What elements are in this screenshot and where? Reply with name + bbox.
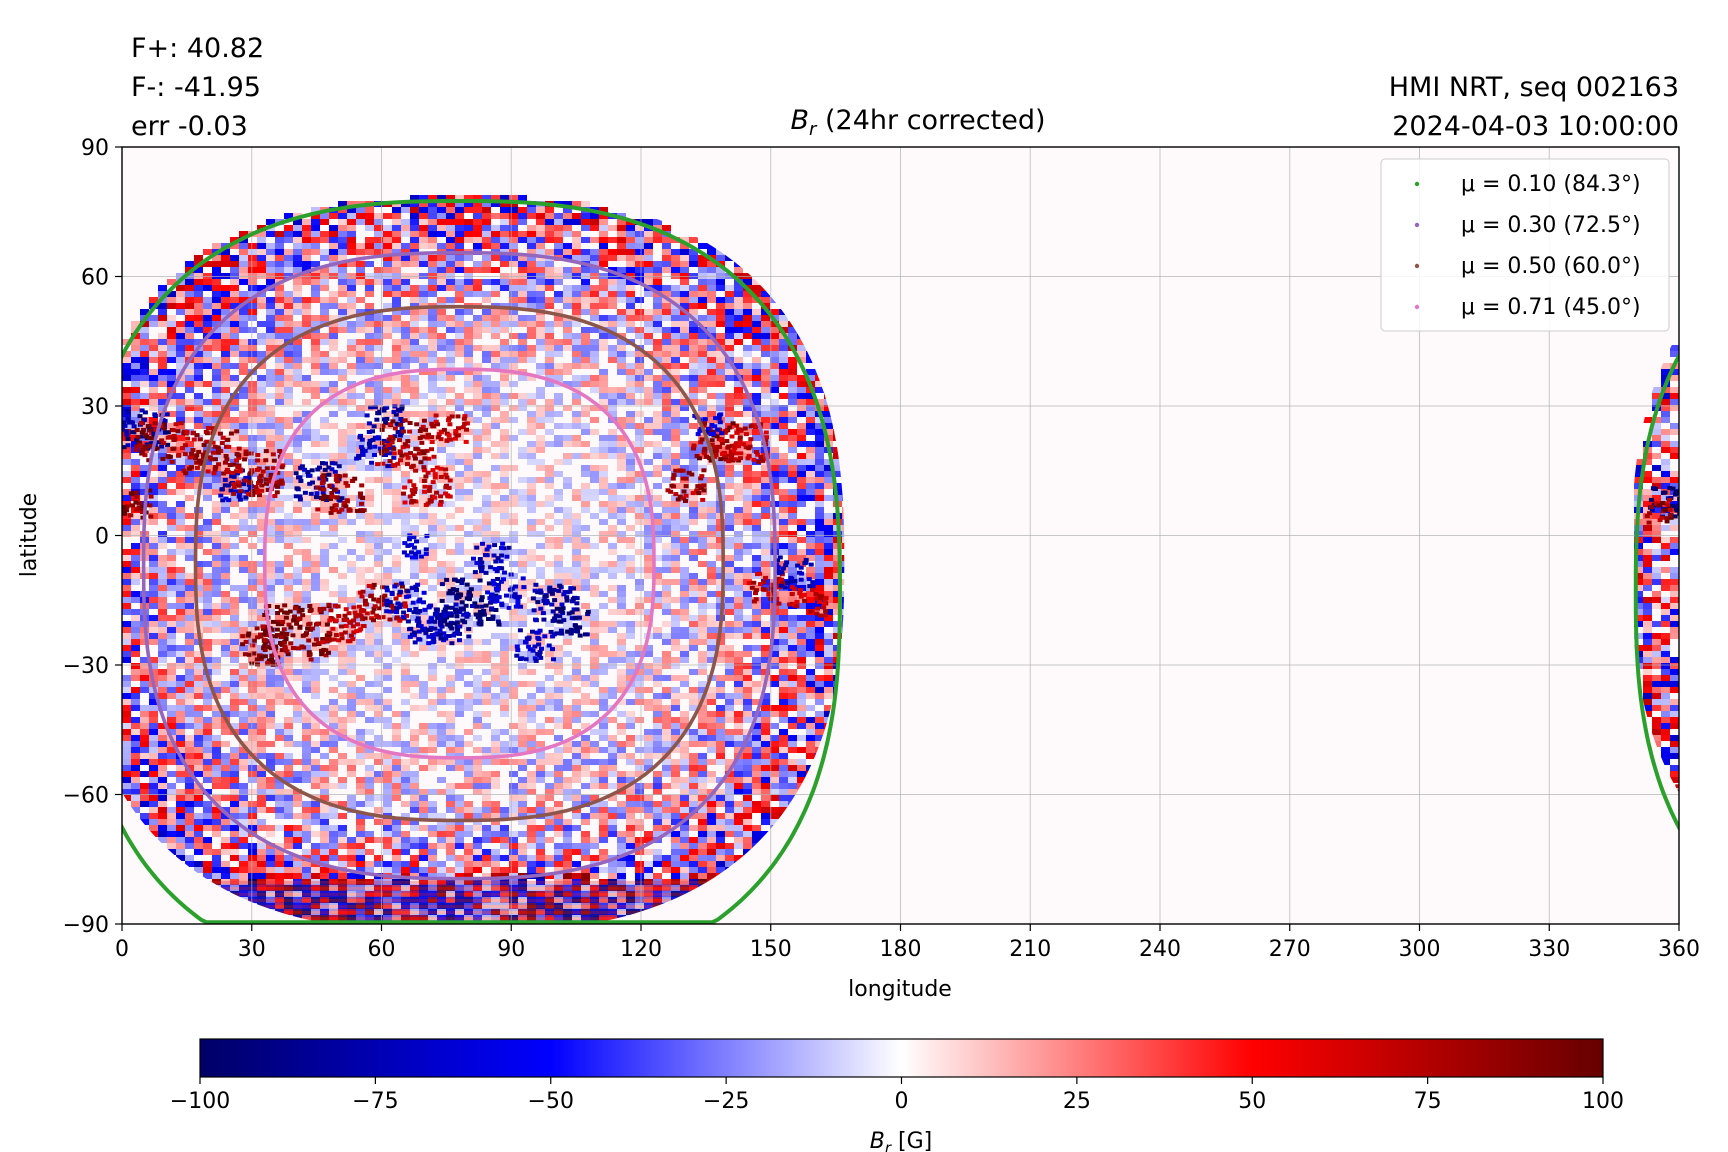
mu-contour-1 [141, 251, 777, 881]
x-tick-label: 30 [238, 937, 266, 962]
colorbar-tick-label: 25 [1063, 1089, 1091, 1114]
flux-summary: F+: 40.82 F-: -41.95 err -0.03 [131, 33, 264, 142]
colorbar-gradient [199, 1038, 1604, 1078]
x-tick-label: 330 [1528, 937, 1570, 962]
colorbar-label: Br [G] [870, 1129, 932, 1152]
legend: μ = 0.10 (84.3°) μ = 0.30 (72.5°) μ = 0.50… [1380, 158, 1670, 332]
x-tick-label: 90 [497, 937, 525, 962]
legend-entry: μ = 0.50 (60.0°) [1461, 254, 1641, 279]
flux-negative: F-: -41.95 [131, 72, 261, 103]
x-tick-label: 150 [750, 937, 792, 962]
instrument-sequence: HMI NRT, seq 002163 [1389, 72, 1679, 103]
x-tick-label: 240 [1139, 937, 1181, 962]
colorbar-tick-label: 75 [1414, 1089, 1442, 1114]
colorbar-tick-label: −100 [170, 1089, 230, 1114]
grid-lines [121, 146, 1680, 925]
colorbar: −100 −75 −50 −25 0 25 50 75 100 Br [G] [170, 1038, 1624, 1152]
y-axis-ticks: −90 −60 −30 0 30 60 90 [63, 136, 122, 938]
legend-marker [1414, 304, 1420, 310]
legend-marker [1414, 263, 1420, 269]
y-tick-label: 0 [95, 525, 109, 550]
x-tick-label: 180 [880, 937, 922, 962]
mu-contour-0 [122, 199, 842, 924]
flux-positive: F+: 40.82 [131, 33, 264, 64]
y-tick-label: 30 [81, 395, 109, 420]
colorbar-ticks: −100 −75 −50 −25 0 25 50 75 100 [170, 1077, 1624, 1114]
mu-contours [122, 199, 1679, 924]
colorbar-tick-label: 100 [1582, 1089, 1624, 1114]
x-tick-label: 360 [1658, 937, 1700, 962]
chart-title: Br (24hr corrected) [790, 105, 1045, 140]
legend-entry: μ = 0.10 (84.3°) [1461, 172, 1641, 197]
source-info: HMI NRT, seq 002163 2024-04-03 10:00:00 [1389, 72, 1679, 142]
colorbar-tick-label: −50 [528, 1089, 574, 1114]
y-tick-label: 60 [81, 266, 109, 291]
legend-box [1380, 158, 1670, 332]
y-tick-label: −60 [63, 784, 109, 809]
colorbar-tick-label: 0 [895, 1089, 909, 1114]
mu-contour-2 [193, 304, 725, 823]
mu-contour-3 [262, 367, 656, 760]
legend-marker [1414, 222, 1420, 228]
x-tick-label: 60 [368, 937, 396, 962]
x-tick-label: 270 [1269, 937, 1311, 962]
y-axis-label: latitude [17, 493, 42, 577]
y-tick-label: −30 [63, 654, 109, 679]
legend-entry: μ = 0.30 (72.5°) [1461, 213, 1641, 238]
x-tick-label: 0 [115, 937, 129, 962]
y-tick-label: −90 [63, 913, 109, 938]
mu-contour-0 [1633, 351, 1679, 832]
x-tick-label: 210 [1009, 937, 1051, 962]
legend-entry: μ = 0.71 (45.0°) [1461, 295, 1641, 320]
x-axis-label: longitude [848, 977, 952, 1002]
colorbar-tick-label: 50 [1238, 1089, 1266, 1114]
active-regions [122, 404, 1679, 818]
flux-error: err -0.03 [131, 111, 248, 142]
observation-timestamp: 2024-04-03 10:00:00 [1392, 111, 1679, 142]
x-axis-ticks: 0 30 60 90 120 150 180 210 240 270 300 330 360 [115, 924, 1700, 962]
colorbar-tick-label: −25 [703, 1089, 749, 1114]
colorbar-tick-label: −75 [352, 1089, 398, 1114]
legend-marker [1414, 181, 1420, 187]
x-tick-label: 300 [1399, 937, 1441, 962]
plot-area: 0 30 60 90 120 150 180 210 240 270 300 330 360 −90−6… [63, 136, 1700, 962]
x-tick-label: 120 [620, 937, 662, 962]
y-tick-label: 90 [81, 136, 109, 161]
